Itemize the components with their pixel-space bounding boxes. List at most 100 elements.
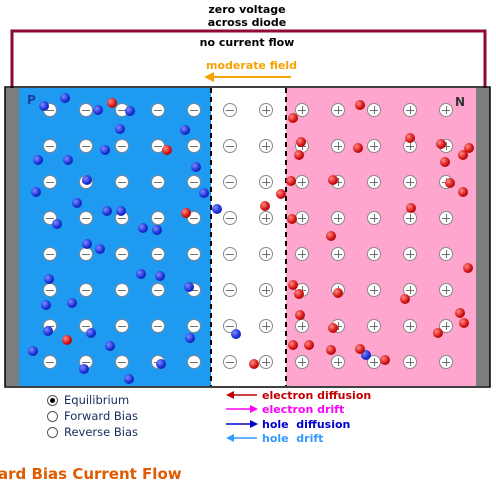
donor-ion-icon	[367, 247, 381, 261]
donor-ion-icon	[295, 103, 309, 117]
hole-particle	[455, 308, 465, 318]
hole-particle	[328, 323, 338, 333]
hole-particle	[326, 345, 336, 355]
acceptor-ion-icon	[43, 247, 57, 261]
hole-particle	[380, 355, 390, 365]
legend-hole-diffusion: hole diffusion	[226, 417, 350, 431]
arrow-left-icon	[226, 434, 257, 442]
n-region-label: N	[455, 95, 466, 109]
acceptor-ion-icon	[187, 175, 201, 189]
hole-particle	[400, 294, 410, 304]
acceptor-ion-icon	[115, 355, 129, 369]
hole-particle	[107, 98, 117, 108]
hole-particle	[294, 289, 304, 299]
hole-particle	[295, 310, 305, 320]
electron-particle	[60, 93, 70, 103]
donor-ion-icon	[259, 175, 273, 189]
donor-ion-icon	[295, 319, 309, 333]
electron-particle	[52, 219, 62, 229]
radio-forward-bias[interactable]: Forward Bias	[47, 408, 138, 424]
acceptor-ion-icon	[115, 319, 129, 333]
donor-ion-icon	[439, 355, 453, 369]
acceptor-ion-icon	[79, 247, 93, 261]
electron-particle	[124, 374, 134, 384]
acceptor-ion-icon	[115, 175, 129, 189]
donor-ion-icon	[259, 103, 273, 117]
hole-particle	[162, 145, 172, 155]
donor-ion-icon	[331, 355, 345, 369]
hole-particle	[353, 143, 363, 153]
electron-particle	[44, 274, 54, 284]
hole-particle	[458, 150, 468, 160]
donor-ion-icon	[295, 247, 309, 261]
electron-particle	[156, 359, 166, 369]
acceptor-ion-icon	[151, 247, 165, 261]
electron-particle	[28, 346, 38, 356]
hole-particle	[458, 187, 468, 197]
hole-particle	[249, 359, 259, 369]
donor-ion-icon	[403, 103, 417, 117]
electron-particle	[116, 206, 126, 216]
donor-ion-icon	[331, 211, 345, 225]
electron-particle	[102, 206, 112, 216]
donor-ion-icon	[367, 139, 381, 153]
electron-particle	[31, 187, 41, 197]
legend-hole-drift: hole drift	[226, 431, 323, 445]
electron-particle	[93, 105, 103, 115]
page-title-footer: ard Bias Current Flow	[0, 465, 182, 483]
current-flow-label: no current flow	[199, 36, 295, 49]
electron-particle	[79, 364, 89, 374]
donor-ion-icon	[367, 175, 381, 189]
acceptor-ion-icon	[115, 247, 129, 261]
hole-particle	[260, 201, 270, 211]
donor-ion-icon	[331, 247, 345, 261]
radio-button-equilibrium[interactable]	[47, 394, 58, 406]
donor-ion-icon	[439, 283, 453, 297]
acceptor-ion-icon	[223, 355, 237, 369]
donor-ion-icon	[295, 355, 309, 369]
acceptor-ion-icon	[223, 103, 237, 117]
p-region-label: P	[27, 93, 36, 107]
hole-particle	[333, 288, 343, 298]
acceptor-ion-icon	[43, 283, 57, 297]
electron-particle	[138, 223, 148, 233]
hole-particle	[464, 143, 474, 153]
acceptor-ion-icon	[43, 175, 57, 189]
electron-particle	[212, 204, 222, 214]
hole-particle	[355, 344, 365, 354]
radio-button-reverse-bias[interactable]	[47, 426, 58, 438]
electron-particle	[231, 329, 241, 339]
electron-particle	[199, 188, 209, 198]
hole-particle	[288, 340, 298, 350]
field-label: moderate field	[206, 59, 298, 72]
radio-button-forward-bias[interactable]	[47, 410, 58, 422]
donor-ion-icon	[403, 319, 417, 333]
voltage-label-line1: zero voltage	[208, 3, 286, 16]
acceptor-ion-icon	[115, 283, 129, 297]
field-arrow	[204, 72, 291, 82]
radio-equilibrium[interactable]: Equilibrium	[47, 392, 129, 408]
donor-ion-icon	[403, 211, 417, 225]
electron-particle	[41, 300, 51, 310]
acceptor-ion-icon	[151, 139, 165, 153]
donor-ion-icon	[367, 211, 381, 225]
hole-particle	[287, 214, 297, 224]
acceptor-ion-icon	[79, 283, 93, 297]
acceptor-ion-icon	[223, 139, 237, 153]
hole-particle	[286, 176, 296, 186]
donor-ion-icon	[403, 283, 417, 297]
legend-label: electron diffusion	[262, 388, 372, 402]
radio-reverse-bias[interactable]: Reverse Bias	[47, 424, 138, 440]
donor-ion-icon	[259, 211, 273, 225]
acceptor-ion-icon	[187, 247, 201, 261]
donor-ion-icon	[367, 355, 381, 369]
donor-ion-icon	[259, 247, 273, 261]
p-region	[19, 88, 211, 386]
radio-label-reverse-bias: Reverse Bias	[64, 425, 139, 439]
electron-particle	[72, 198, 82, 208]
hole-particle	[326, 231, 336, 241]
donor-ion-icon	[331, 103, 345, 117]
donor-ion-icon	[259, 283, 273, 297]
legend-electron-diffusion: electron diffusion	[226, 388, 371, 402]
